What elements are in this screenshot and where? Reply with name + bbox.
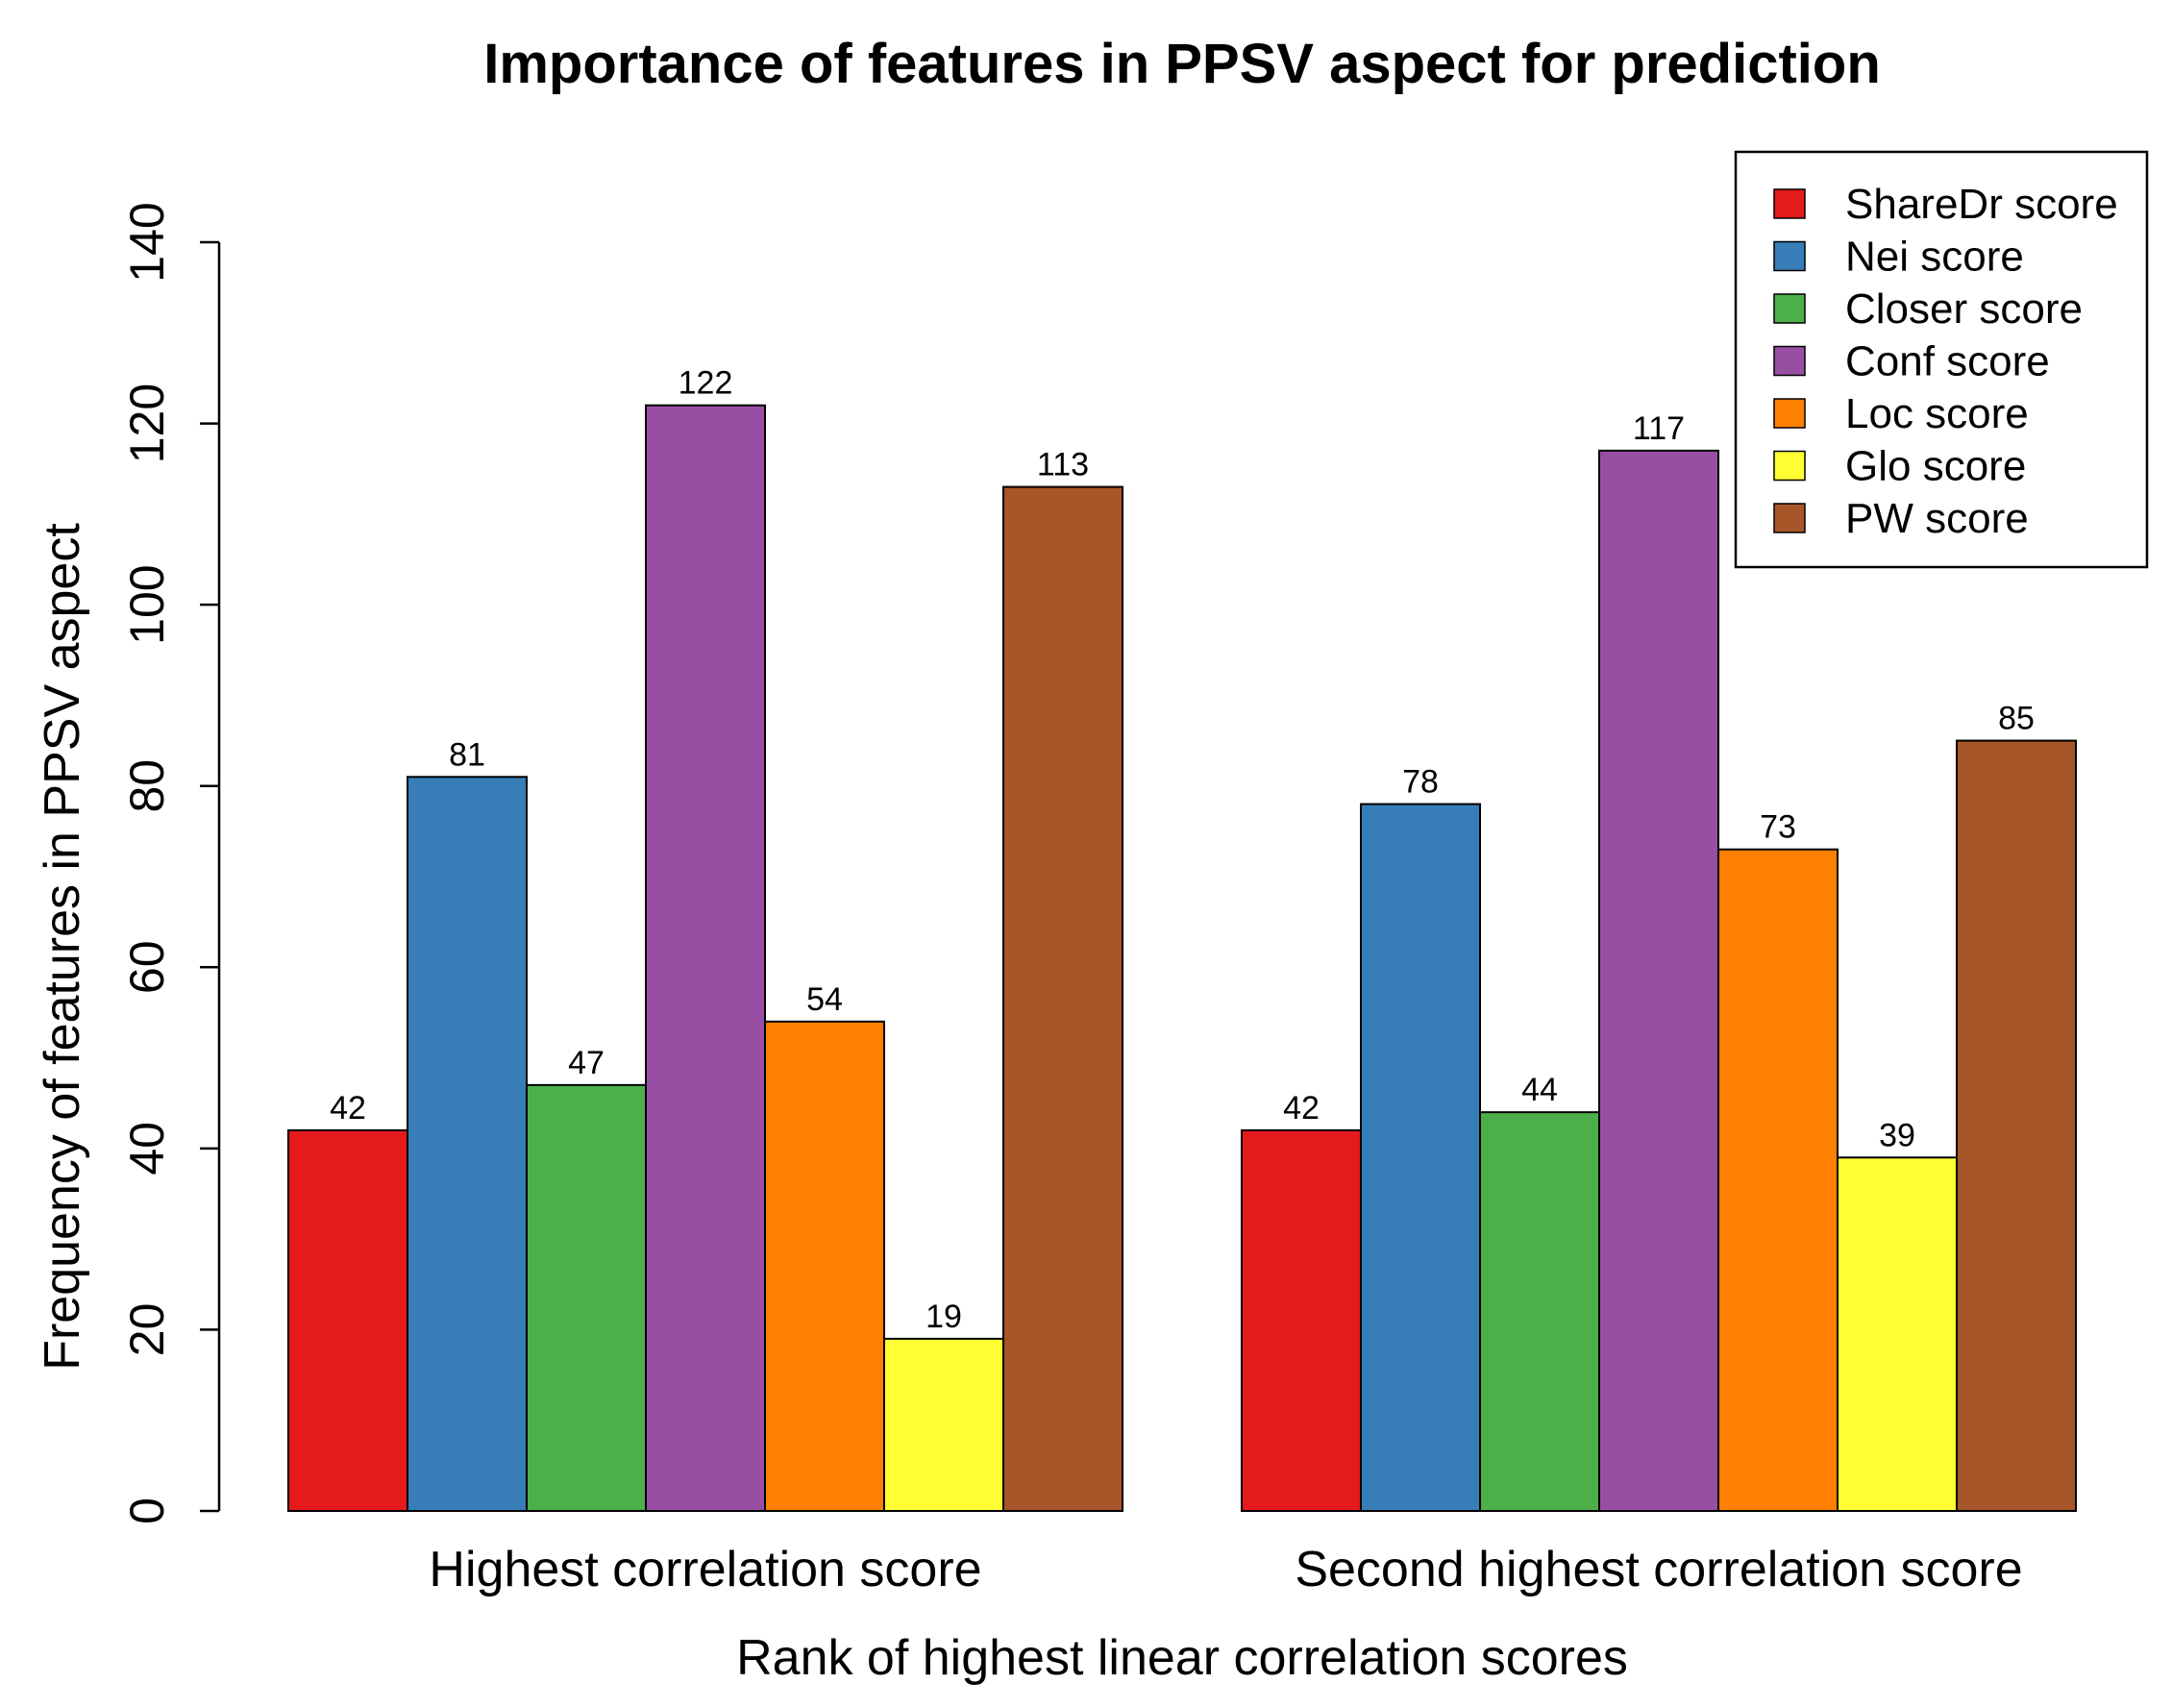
y-tick-label: 20 xyxy=(120,1303,174,1357)
bar-value-label: 85 xyxy=(1998,701,2035,737)
legend-swatch xyxy=(1773,345,1806,377)
bar-nei-score xyxy=(1360,803,1481,1512)
y-tick-label: 60 xyxy=(120,940,174,994)
x-axis-label: Rank of highest linear correlation score… xyxy=(736,1630,1628,1686)
bar-value-label: 39 xyxy=(1879,1117,1915,1153)
x-category-label: Second highest correlation score xyxy=(1295,1542,2022,1597)
legend-swatch xyxy=(1773,503,1806,533)
legend-label: Loc score xyxy=(1845,390,2029,437)
bar-value-label: 54 xyxy=(806,981,843,1018)
legend-label: Glo score xyxy=(1845,443,2026,490)
y-tick-label: 100 xyxy=(120,564,174,644)
bar-pw-score xyxy=(1956,739,2077,1512)
bar-loc-score xyxy=(764,1020,885,1513)
legend-label: PW score xyxy=(1845,495,2029,542)
bar-closer-score xyxy=(526,1083,647,1513)
bar-conf-score xyxy=(1598,449,1719,1512)
bar-value-label: 113 xyxy=(1037,447,1089,483)
legend-swatch xyxy=(1773,450,1806,482)
y-tick-label: 140 xyxy=(120,202,174,282)
bar-value-label: 117 xyxy=(1633,410,1685,447)
bar-glo-score xyxy=(883,1337,1004,1513)
x-category-label: Highest correlation score xyxy=(429,1542,981,1597)
y-axis-label: Frequency of features in PPSV aspect xyxy=(35,523,90,1371)
bar-closer-score xyxy=(1479,1111,1600,1512)
legend-swatch xyxy=(1773,240,1806,272)
legend-label: ShareDr score xyxy=(1845,181,2118,228)
y-tick-label: 120 xyxy=(120,384,174,463)
x-axis-tick-labels: Highest correlation score Second highest … xyxy=(429,1542,2022,1597)
legend-swatch xyxy=(1773,293,1806,324)
bar-nei-score xyxy=(407,776,528,1512)
bar-value-label: 19 xyxy=(926,1299,962,1335)
legend-label: Closer score xyxy=(1845,285,2083,333)
bar-sharedr-score xyxy=(287,1129,408,1512)
bar-value-label: 44 xyxy=(1521,1072,1558,1108)
bar-glo-score xyxy=(1837,1156,1958,1513)
bar-value-label: 78 xyxy=(1402,764,1439,801)
bar-value-label: 81 xyxy=(449,736,485,773)
legend-label: Nei score xyxy=(1845,234,2024,281)
chart-title: Importance of features in PPSV aspect fo… xyxy=(483,33,1881,95)
bar-value-label: 42 xyxy=(330,1090,366,1126)
legend-label: Conf score xyxy=(1845,338,2050,385)
bar-pw-score xyxy=(1002,485,1123,1513)
y-axis: 0 20 40 60 80 100 120 140 xyxy=(120,202,221,1524)
bar-value-label: 47 xyxy=(568,1045,605,1081)
y-tick-label: 0 xyxy=(120,1498,174,1524)
bar-sharedr-score xyxy=(1241,1129,1362,1512)
legend-swatch xyxy=(1773,188,1806,219)
bars-group: 42 81 47 122 54 19 113 42 78 44 117 73 39 85 xyxy=(287,365,2077,1513)
bar-value-label: 73 xyxy=(1760,809,1796,846)
bar-value-label: 42 xyxy=(1283,1090,1320,1126)
legend-swatch xyxy=(1773,398,1806,429)
bar-value-label: 122 xyxy=(679,365,733,402)
bar-loc-score xyxy=(1717,848,1839,1512)
bar-conf-score xyxy=(645,404,766,1513)
y-tick-label: 80 xyxy=(120,759,174,813)
y-tick-label: 40 xyxy=(120,1122,174,1176)
